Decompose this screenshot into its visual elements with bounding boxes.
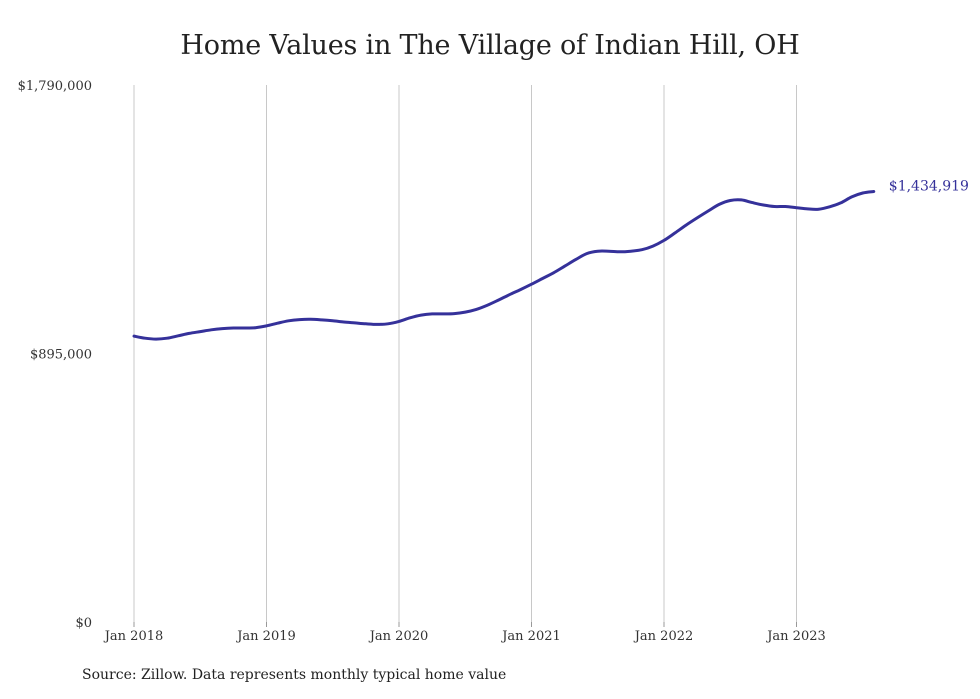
chart-source-note: Source: Zillow. Data represents monthly … xyxy=(82,667,507,683)
x-tick-label: Jan 2023 xyxy=(765,629,826,644)
x-tick-label: Jan 2018 xyxy=(103,629,164,644)
chart-title: Home Values in The Village of Indian Hil… xyxy=(180,30,800,61)
y-tick-label: $895,000 xyxy=(30,348,92,363)
end-value-label: $1,434,919 xyxy=(889,179,969,195)
x-tick-label: Jan 2022 xyxy=(633,629,694,644)
home-value-line xyxy=(132,190,876,341)
y-tick-label: $0 xyxy=(75,616,92,631)
x-tick-label: Jan 2020 xyxy=(368,629,429,644)
y-tick-label: $1,790,000 xyxy=(18,79,92,94)
x-tick-label: Jan 2019 xyxy=(235,629,296,644)
x-tick-label: Jan 2021 xyxy=(500,629,561,644)
